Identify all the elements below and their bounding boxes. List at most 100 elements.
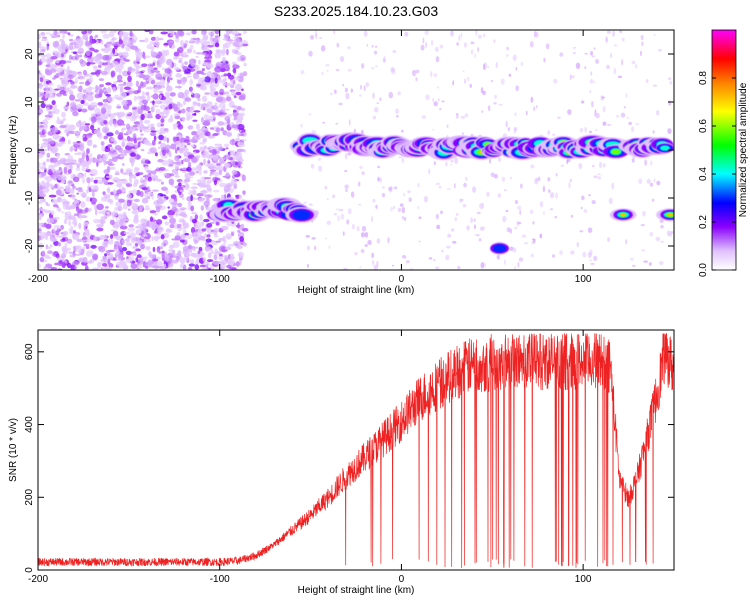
noise-speckle (106, 187, 111, 193)
noise-speckle (179, 212, 186, 217)
noise-speckle (97, 102, 104, 106)
noise-speckle (525, 110, 528, 116)
noise-speckle (201, 45, 208, 51)
noise-speckle (55, 60, 60, 64)
noise-speckle (198, 255, 204, 259)
noise-speckle (462, 70, 465, 73)
noise-speckle (372, 92, 375, 100)
noise-speckle (59, 180, 66, 184)
noise-speckle (79, 81, 85, 85)
noise-speckle (187, 161, 192, 167)
noise-speckle (194, 239, 198, 245)
noise-speckle (180, 260, 187, 264)
noise-speckle (452, 240, 457, 244)
noise-speckle (135, 53, 143, 60)
noise-speckle (56, 135, 63, 139)
noise-speckle (196, 179, 202, 182)
noise-speckle (151, 193, 154, 200)
noise-speckle (215, 49, 221, 54)
noise-speckle (102, 191, 106, 196)
noise-speckle (160, 181, 164, 185)
noise-speckle (192, 182, 200, 186)
noise-speckle (122, 163, 125, 166)
noise-speckle (401, 157, 405, 163)
noise-speckle (644, 159, 647, 166)
noise-speckle (597, 176, 602, 180)
noise-speckle (308, 203, 313, 206)
noise-speckle (519, 209, 522, 216)
noise-speckle (649, 231, 653, 237)
noise-speckle (151, 224, 158, 231)
noise-speckle (602, 106, 606, 113)
noise-speckle (125, 123, 131, 130)
noise-speckle (144, 37, 149, 43)
noise-layer (38, 30, 674, 270)
noise-speckle (584, 66, 587, 70)
noise-speckle (198, 197, 205, 203)
noise-speckle (78, 222, 82, 230)
noise-speckle (165, 110, 169, 117)
noise-speckle (91, 191, 95, 197)
snr-y-tick-label: 600 (24, 343, 35, 360)
noise-speckle (417, 205, 420, 210)
snr-x-tick-label: 100 (575, 574, 592, 585)
noise-speckle (223, 73, 228, 77)
noise-speckle (432, 98, 435, 102)
noise-speckle (61, 49, 65, 54)
noise-speckle (474, 53, 477, 59)
noise-speckle (97, 64, 102, 69)
noise-speckle (189, 44, 194, 50)
noise-speckle (114, 196, 120, 200)
noise-speckle (173, 161, 181, 165)
noise-speckle (83, 102, 89, 107)
noise-speckle (81, 165, 86, 172)
noise-speckle (119, 225, 128, 230)
noise-speckle (47, 141, 55, 145)
noise-speckle (161, 250, 165, 254)
colorbar-gradient (711, 29, 737, 271)
noise-speckle (213, 171, 220, 177)
noise-speckle (101, 144, 106, 152)
noise-speckle (104, 128, 108, 134)
noise-speckle (170, 114, 173, 121)
noise-speckle (96, 117, 102, 121)
noise-speckle (211, 30, 215, 36)
noise-speckle (79, 58, 84, 65)
noise-speckle (155, 41, 160, 49)
noise-speckle (160, 31, 168, 35)
noise-speckle (88, 76, 93, 84)
noise-speckle (241, 93, 246, 100)
noise-speckle (106, 266, 110, 269)
noise-speckle (53, 74, 60, 79)
noise-speckle (100, 107, 107, 114)
noise-speckle (404, 31, 409, 37)
noise-speckle (635, 123, 640, 125)
noise-speckle (129, 242, 132, 247)
noise-speckle (82, 33, 88, 40)
noise-speckle (227, 74, 235, 80)
noise-speckle (134, 63, 140, 68)
noise-speckle (360, 62, 365, 69)
noise-speckle (530, 96, 534, 103)
noise-speckle (167, 211, 173, 216)
noise-speckle (177, 208, 181, 213)
noise-speckle (219, 266, 225, 270)
noise-speckle (39, 72, 42, 75)
noise-speckle (397, 91, 401, 96)
noise-speckle (78, 120, 82, 124)
snr-x-tick-label: -200 (28, 574, 48, 585)
noise-speckle (86, 148, 90, 155)
noise-speckle (242, 192, 246, 196)
noise-speckle (66, 211, 72, 217)
noise-speckle (46, 44, 49, 51)
noise-speckle (310, 163, 315, 169)
noise-speckle (467, 76, 470, 82)
noise-speckle (156, 246, 161, 253)
noise-speckle (500, 78, 505, 85)
noise-speckle (214, 66, 222, 73)
noise-speckle (121, 186, 125, 193)
spectrogram-y-tick-label: 0 (24, 147, 35, 153)
noise-speckle (470, 217, 473, 224)
noise-speckle (143, 140, 148, 144)
noise-speckle (173, 113, 179, 117)
